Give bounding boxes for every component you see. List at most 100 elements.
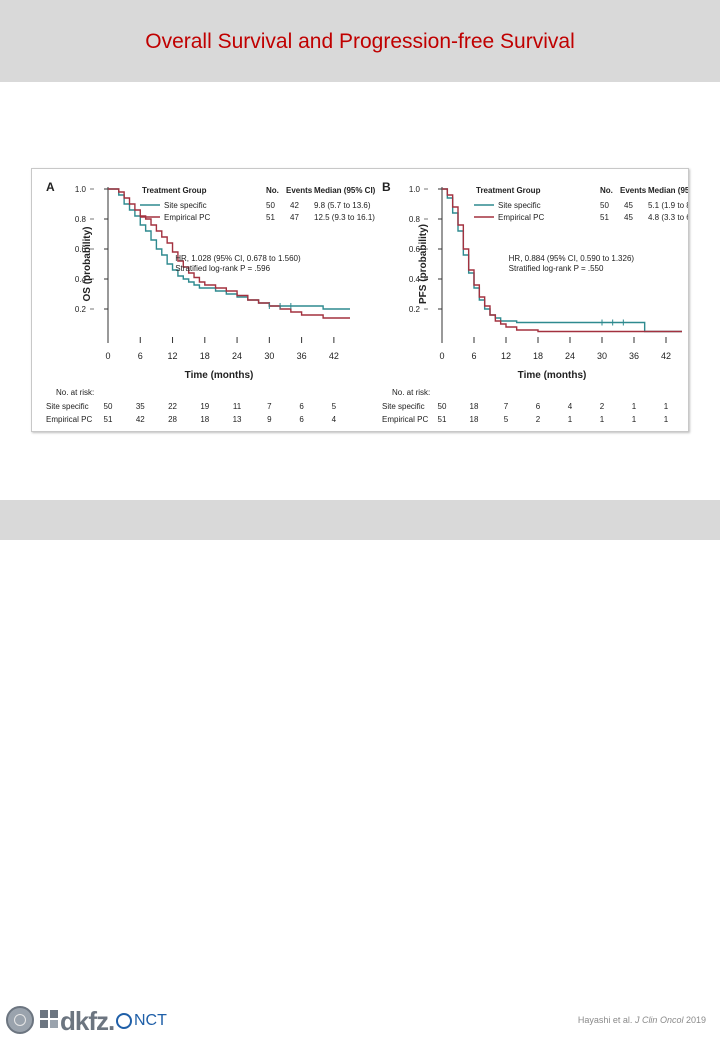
risk-value: 6 bbox=[299, 415, 304, 424]
risk-value: 9 bbox=[267, 415, 272, 424]
y-tick-label: 0.6 bbox=[409, 245, 421, 254]
risk-value: 50 bbox=[438, 402, 447, 411]
dkfz-mark-icon bbox=[40, 1010, 58, 1030]
risk-value: 5 bbox=[504, 415, 509, 424]
x-tick-label: 24 bbox=[232, 351, 242, 361]
risk-value: 18 bbox=[470, 402, 479, 411]
risk-value: 18 bbox=[200, 415, 209, 424]
y-tick-label: 0.2 bbox=[409, 305, 421, 314]
risk-value: 19 bbox=[200, 402, 209, 411]
x-tick-label: 30 bbox=[597, 351, 607, 361]
university-seal-logo bbox=[6, 1006, 34, 1034]
x-tick-label: 18 bbox=[200, 351, 210, 361]
x-tick-label: 12 bbox=[168, 351, 178, 361]
y-axis-label: PFS (probability) bbox=[418, 224, 429, 304]
x-tick-label: 18 bbox=[533, 351, 543, 361]
risk-value: 42 bbox=[136, 415, 145, 424]
risk-value: 18 bbox=[470, 415, 479, 424]
legend-median: 9.8 (5.7 to 13.6) bbox=[314, 201, 371, 210]
citation-journal: J Clin Oncol bbox=[634, 1015, 684, 1025]
x-axis-label: Time (months) bbox=[518, 370, 587, 381]
y-tick-label: 0.8 bbox=[409, 215, 421, 224]
risk-row-name: Site specific bbox=[382, 402, 425, 411]
y-tick-label: 0.4 bbox=[409, 275, 421, 284]
risk-value: 5 bbox=[332, 402, 337, 411]
x-tick-label: 42 bbox=[661, 351, 671, 361]
legend-name: Empirical PC bbox=[164, 213, 210, 222]
risk-table-label: No. at risk: bbox=[392, 388, 430, 397]
legend-median: 4.8 (3.3 to 6.5) bbox=[648, 213, 688, 222]
risk-value: 1 bbox=[664, 415, 669, 424]
slide-header: Overall Survival and Progression-free Su… bbox=[0, 0, 720, 82]
legend-name: Site specific bbox=[498, 201, 541, 210]
x-tick-label: 24 bbox=[565, 351, 575, 361]
legend-events: 45 bbox=[624, 213, 633, 222]
risk-value: 7 bbox=[267, 402, 272, 411]
x-tick-label: 0 bbox=[439, 351, 444, 361]
legend-median: 12.5 (9.3 to 16.1) bbox=[314, 213, 375, 222]
risk-value: 2 bbox=[536, 415, 541, 424]
x-tick-label: 6 bbox=[471, 351, 476, 361]
y-tick-label: 1.0 bbox=[75, 185, 87, 194]
legend-header-group: Treatment Group bbox=[476, 186, 541, 195]
legend-n: 51 bbox=[266, 213, 275, 222]
risk-value: 28 bbox=[168, 415, 177, 424]
panel-letter: A bbox=[46, 180, 55, 194]
legend-events: 47 bbox=[290, 213, 299, 222]
risk-row-name: Site specific bbox=[46, 402, 89, 411]
x-tick-label: 30 bbox=[264, 351, 274, 361]
citation-year: 2019 bbox=[685, 1015, 706, 1025]
y-tick-label: 0.6 bbox=[75, 245, 87, 254]
risk-value: 35 bbox=[136, 402, 145, 411]
risk-row-name: Empirical PC bbox=[46, 415, 92, 424]
logrank-annotation: Stratified log-rank P = .550 bbox=[509, 264, 604, 273]
legend-header-events: Events bbox=[620, 186, 647, 195]
risk-value: 4 bbox=[332, 415, 337, 424]
risk-value: 1 bbox=[600, 415, 605, 424]
x-tick-label: 36 bbox=[297, 351, 307, 361]
panel-letter: B bbox=[382, 180, 391, 194]
risk-value: 6 bbox=[536, 402, 541, 411]
legend-n: 50 bbox=[266, 201, 275, 210]
risk-value: 51 bbox=[438, 415, 447, 424]
slide-title: Overall Survival and Progression-free Su… bbox=[145, 30, 575, 53]
hr-annotation: HR, 1.028 (95% CI, 0.678 to 1.560) bbox=[175, 254, 301, 263]
risk-value: 1 bbox=[632, 415, 637, 424]
risk-value: 2 bbox=[600, 402, 605, 411]
km-curves-svg: A 1.00.80.60.40.2OS (probability)0 6 12 18 24… bbox=[46, 180, 710, 424]
dkfz-logo: dkfz. bbox=[60, 1006, 115, 1036]
risk-value: 22 bbox=[168, 402, 177, 411]
y-tick-label: 0.8 bbox=[75, 215, 87, 224]
risk-table-label: No. at risk: bbox=[56, 388, 94, 397]
km-series-site-specific bbox=[442, 188, 682, 333]
logrank-annotation: Stratified log-rank P = .596 bbox=[175, 264, 270, 273]
risk-value: 7 bbox=[504, 402, 509, 411]
legend-n: 51 bbox=[600, 213, 609, 222]
legend-events: 45 bbox=[624, 201, 633, 210]
x-tick-label: 36 bbox=[629, 351, 639, 361]
legend-name: Site specific bbox=[164, 201, 207, 210]
x-axis-label: Time (months) bbox=[185, 370, 254, 381]
risk-value: 1 bbox=[664, 402, 669, 411]
legend-events: 42 bbox=[290, 201, 299, 210]
risk-value: 50 bbox=[104, 402, 113, 411]
nct-logo: NCT bbox=[134, 1012, 167, 1029]
legend-header-no: No. bbox=[600, 186, 613, 195]
km-series-empirical-pc bbox=[442, 188, 682, 333]
x-tick-label: 0 bbox=[105, 351, 110, 361]
legend-header-median: Median (95% CI) bbox=[648, 186, 688, 195]
risk-value: 1 bbox=[632, 402, 637, 411]
hr-annotation: HR, 0.884 (95% CI, 0.590 to 1.326) bbox=[509, 254, 635, 263]
legend-header-no: No. bbox=[266, 186, 279, 195]
x-tick-label: 42 bbox=[329, 351, 339, 361]
slide-footer: dkfz. NCT Hayashi et al. J Clin Oncol 20… bbox=[0, 500, 720, 1036]
nct-logo-icon bbox=[116, 1013, 132, 1029]
risk-value: 11 bbox=[233, 402, 242, 411]
legend-header-events: Events bbox=[286, 186, 313, 195]
risk-value: 1 bbox=[568, 415, 573, 424]
citation: Hayashi et al. J Clin Oncol 2019 bbox=[578, 1015, 706, 1025]
legend-name: Empirical PC bbox=[498, 213, 544, 222]
legend-header-group: Treatment Group bbox=[142, 186, 207, 195]
survival-figure: A 1.0 0.8 0.6 0.4 0.2 OS (probability) 0 6 12 18 24… bbox=[31, 168, 710, 432]
